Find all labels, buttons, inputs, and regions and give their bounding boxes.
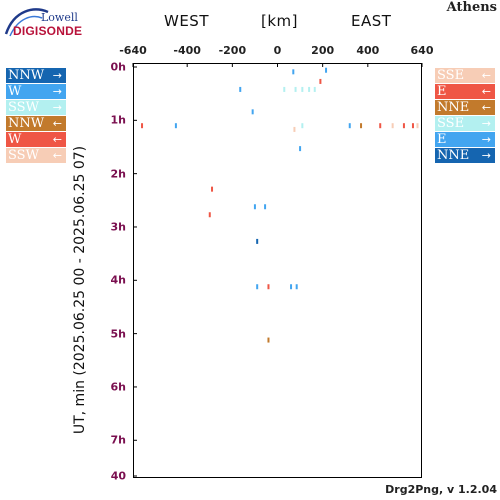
legend-right: SSE ← E ← NNE ← SSE → E → NNE → bbox=[435, 68, 495, 164]
legend-item-right: NNE → bbox=[435, 148, 495, 163]
legend-label: SSW bbox=[8, 148, 39, 163]
data-point bbox=[292, 69, 295, 75]
data-point bbox=[301, 123, 304, 129]
legend-label: NNE bbox=[437, 148, 470, 163]
logo-digisonde-text: DIGISONDE bbox=[13, 24, 83, 38]
legend-item-right: E → bbox=[435, 132, 495, 147]
legend-item-right: NNE ← bbox=[435, 100, 495, 115]
arrow-left-icon: ← bbox=[481, 85, 491, 98]
y-axis-label: UT, min (2025.06.25 00 - 2025.06.25 07) bbox=[72, 145, 88, 435]
data-point bbox=[293, 126, 296, 132]
data-point bbox=[174, 123, 177, 129]
arrow-right-icon: → bbox=[481, 149, 491, 162]
arrow-left-icon: ← bbox=[481, 69, 491, 82]
legend-item-left: SSW ← bbox=[6, 148, 66, 163]
data-point bbox=[313, 86, 316, 92]
y-tick-label: 2h bbox=[110, 167, 127, 181]
data-point bbox=[325, 67, 328, 73]
station-name: Athens bbox=[446, 0, 497, 15]
legend-label: NNW bbox=[8, 116, 45, 131]
y-tick-label: 5h bbox=[110, 327, 127, 341]
data-point bbox=[211, 186, 214, 192]
y-tick-label: 4h bbox=[110, 273, 127, 287]
data-point bbox=[283, 86, 286, 92]
y-tick-label: 1h bbox=[110, 113, 127, 127]
arrow-left-icon: ← bbox=[52, 117, 62, 130]
arrow-right-icon: → bbox=[52, 69, 62, 82]
unit-label: [km] bbox=[261, 12, 299, 30]
x-tick-label: 640 bbox=[410, 44, 434, 57]
data-point bbox=[295, 284, 298, 290]
legend-left: NNW → W → SSW → NNW ← W ← SSW ← bbox=[6, 68, 66, 164]
legend-label: E bbox=[437, 132, 447, 147]
legend-item-left: SSW → bbox=[6, 100, 66, 115]
legend-label: NNE bbox=[437, 100, 470, 115]
data-point bbox=[391, 123, 394, 129]
version-footer: Drg2Png, v 1.2.04 bbox=[385, 483, 497, 496]
legend-item-left: W → bbox=[6, 84, 66, 99]
x-tick-label: -400 bbox=[173, 44, 201, 57]
legend-label: SSE bbox=[437, 116, 465, 131]
legend-item-right: SSE ← bbox=[435, 68, 495, 83]
y-tick-label: 7h bbox=[110, 433, 127, 447]
legend-label: SSW bbox=[8, 100, 39, 115]
legend-label: NNW bbox=[8, 68, 45, 83]
legend-label: W bbox=[8, 132, 22, 147]
data-point bbox=[299, 146, 302, 152]
y-tick-label: 3h bbox=[110, 220, 127, 234]
legend-item-left: W ← bbox=[6, 132, 66, 147]
data-point bbox=[402, 123, 405, 129]
data-point bbox=[239, 86, 242, 92]
y-tick-label: 0h bbox=[110, 60, 127, 74]
arrow-left-icon: ← bbox=[52, 133, 62, 146]
arrow-left-icon: ← bbox=[481, 101, 491, 114]
data-point bbox=[141, 123, 144, 129]
data-point bbox=[256, 238, 259, 244]
data-point bbox=[301, 86, 304, 92]
legend-item-left: NNW → bbox=[6, 68, 66, 83]
data-point bbox=[290, 284, 293, 290]
legend-item-right: SSE → bbox=[435, 116, 495, 131]
legend-item-right: E ← bbox=[435, 84, 495, 99]
digisonde-logo: Lowell DIGISONDE bbox=[4, 4, 116, 40]
data-point bbox=[308, 86, 311, 92]
legend-label: W bbox=[8, 84, 22, 99]
east-label: EAST bbox=[351, 12, 392, 30]
legend-label: SSE bbox=[437, 68, 465, 83]
x-tick-label: -640 bbox=[119, 44, 147, 57]
arrow-right-icon: → bbox=[481, 133, 491, 146]
x-tick-label: 400 bbox=[356, 44, 380, 57]
data-point bbox=[379, 123, 382, 129]
logo-swoosh bbox=[4, 8, 49, 37]
arrow-right-icon: → bbox=[481, 117, 491, 130]
data-point bbox=[264, 204, 267, 210]
data-point bbox=[267, 284, 270, 290]
data-point bbox=[294, 86, 297, 92]
west-label: WEST bbox=[164, 12, 209, 30]
arrow-left-icon: ← bbox=[52, 149, 62, 162]
data-point bbox=[208, 212, 211, 218]
data-point bbox=[411, 123, 414, 129]
legend-item-left: NNW ← bbox=[6, 116, 66, 131]
x-tick-label: 0 bbox=[273, 44, 282, 57]
data-point bbox=[416, 123, 419, 129]
y-tick-label: 6h bbox=[110, 380, 127, 394]
data-point bbox=[256, 284, 259, 290]
data-point bbox=[319, 78, 322, 84]
data-point bbox=[253, 204, 256, 210]
y-tick-label: 40 bbox=[110, 469, 126, 483]
x-tick-label: -200 bbox=[218, 44, 247, 57]
arrow-right-icon: → bbox=[52, 101, 62, 114]
legend-label: E bbox=[437, 84, 447, 99]
logo-lowell-text: Lowell bbox=[41, 11, 78, 24]
data-point bbox=[360, 123, 363, 129]
arrow-right-icon: → bbox=[52, 85, 62, 98]
data-point bbox=[251, 109, 254, 115]
data-point bbox=[348, 123, 351, 129]
x-tick-label: 200 bbox=[311, 44, 335, 57]
data-point bbox=[267, 337, 270, 343]
